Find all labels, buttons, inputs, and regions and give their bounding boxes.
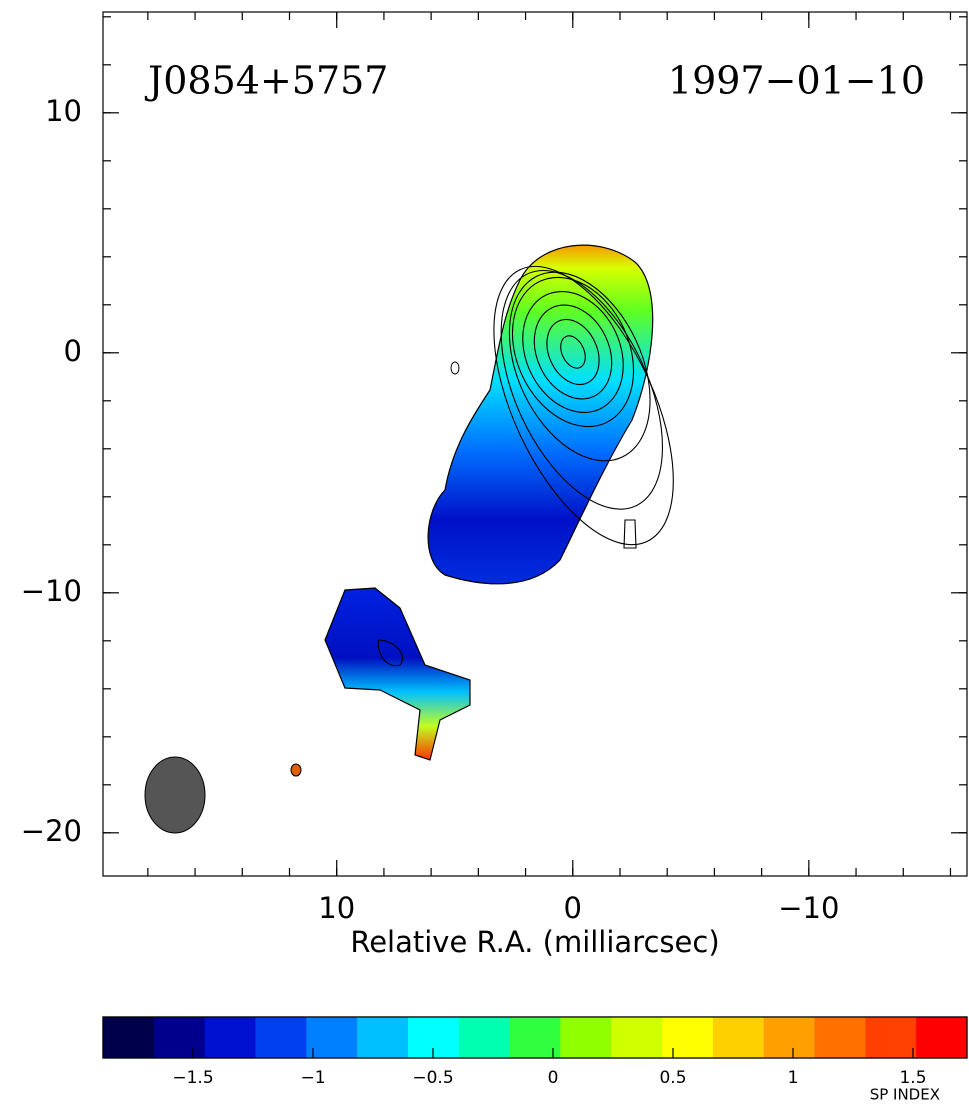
colorbar-swatch [255,1017,306,1058]
x-tick-label: 10 [318,891,355,925]
colorbar-tick-label: 0.5 [659,1068,686,1088]
colorbar-swatch [815,1017,866,1058]
contour [451,362,459,374]
date: 1997−01−10 [668,59,925,103]
y-tick-label: −10 [21,574,82,608]
emission-jet [325,588,470,760]
y-tick-label: 10 [45,94,82,128]
colorbar-label: SP INDEX [870,1086,940,1104]
colorbar-swatch [357,1017,408,1058]
x-axis-label: Relative R.A. (milliarcsec) [350,925,719,959]
colorbar-swatch [916,1017,967,1058]
colorbar-tick-label: −1 [300,1068,325,1088]
colorbar-tick-label: 1 [788,1068,799,1088]
colorbar-swatch [662,1017,713,1058]
colorbar-tick-label: −1.5 [172,1068,213,1088]
colorbar-swatch [459,1017,510,1058]
x-tick-label: −10 [778,891,839,925]
y-tick-label: −20 [21,814,82,848]
image [145,238,715,833]
colorbar-swatch [408,1017,459,1058]
colorbar-swatch [205,1017,256,1058]
x-tick-label: 0 [564,891,582,925]
colorbar-swatch [306,1017,357,1058]
colorbar-tick-label: 0 [548,1068,559,1088]
colorbar-tick-label: −0.5 [412,1068,453,1088]
colorbar-tick-label: 1.5 [899,1068,926,1088]
colorbar-swatch [611,1017,662,1058]
figure: J0854+5757 1997−01−10 Relative R.A. (mil… [0,0,969,1108]
beam [145,757,205,833]
colorbar-swatch [560,1017,611,1058]
contour [291,764,301,776]
emission-core [428,245,653,584]
y-tick-label: 0 [64,334,82,368]
colorbar-swatch [865,1017,916,1058]
colorbar-swatch [713,1017,764,1058]
colorbar-swatch [764,1017,815,1058]
source-name: J0854+5757 [144,59,389,103]
colorbar-swatch [103,1017,154,1058]
colorbar-swatch [154,1017,205,1058]
